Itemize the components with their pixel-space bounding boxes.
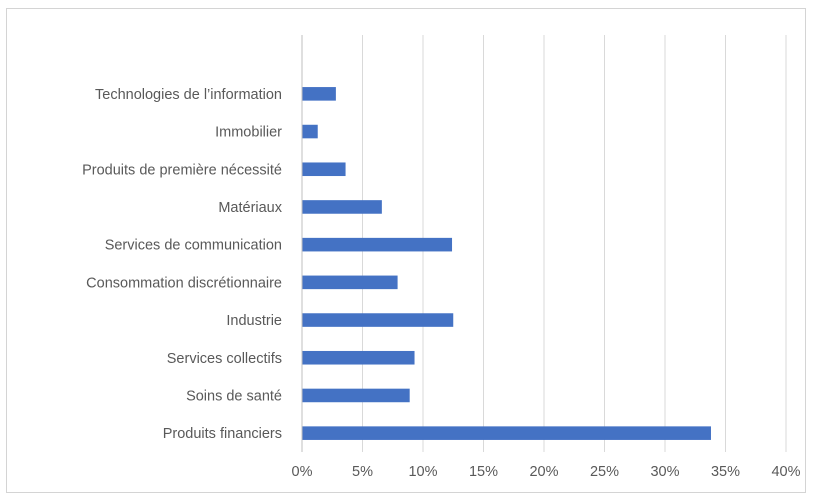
bar <box>302 426 711 440</box>
category-label: Services de communication <box>105 238 282 254</box>
category-label: Consommation discrétionnaire <box>86 275 282 291</box>
bar <box>302 388 410 403</box>
x-tick-label: 5% <box>352 464 373 480</box>
x-tick-label: 25% <box>590 464 619 480</box>
x-tick-label: 20% <box>529 464 558 480</box>
x-tick-label: 15% <box>469 464 498 480</box>
x-tick-label: 10% <box>408 464 437 480</box>
category-label: Produits financiers <box>163 426 282 442</box>
bar <box>302 350 415 365</box>
category-label: Soins de santé <box>186 388 282 404</box>
x-tick-label: 40% <box>771 464 800 480</box>
category-label: Industrie <box>226 313 282 329</box>
x-tick-label: 35% <box>711 464 740 480</box>
bar <box>302 200 382 214</box>
x-tick-label: 30% <box>650 464 679 480</box>
bar <box>302 87 336 101</box>
category-label: Services collectifs <box>167 351 282 367</box>
bar <box>302 124 318 139</box>
bar <box>302 237 453 252</box>
bar <box>302 275 398 290</box>
category-label: Immobilier <box>215 125 282 141</box>
bar <box>302 162 346 177</box>
x-tick-label: 0% <box>292 464 313 480</box>
category-label: Technologies de l’information <box>95 87 282 103</box>
category-label: Matériaux <box>218 200 282 216</box>
bar <box>302 313 454 327</box>
category-label: Produits de première nécessité <box>82 162 282 178</box>
